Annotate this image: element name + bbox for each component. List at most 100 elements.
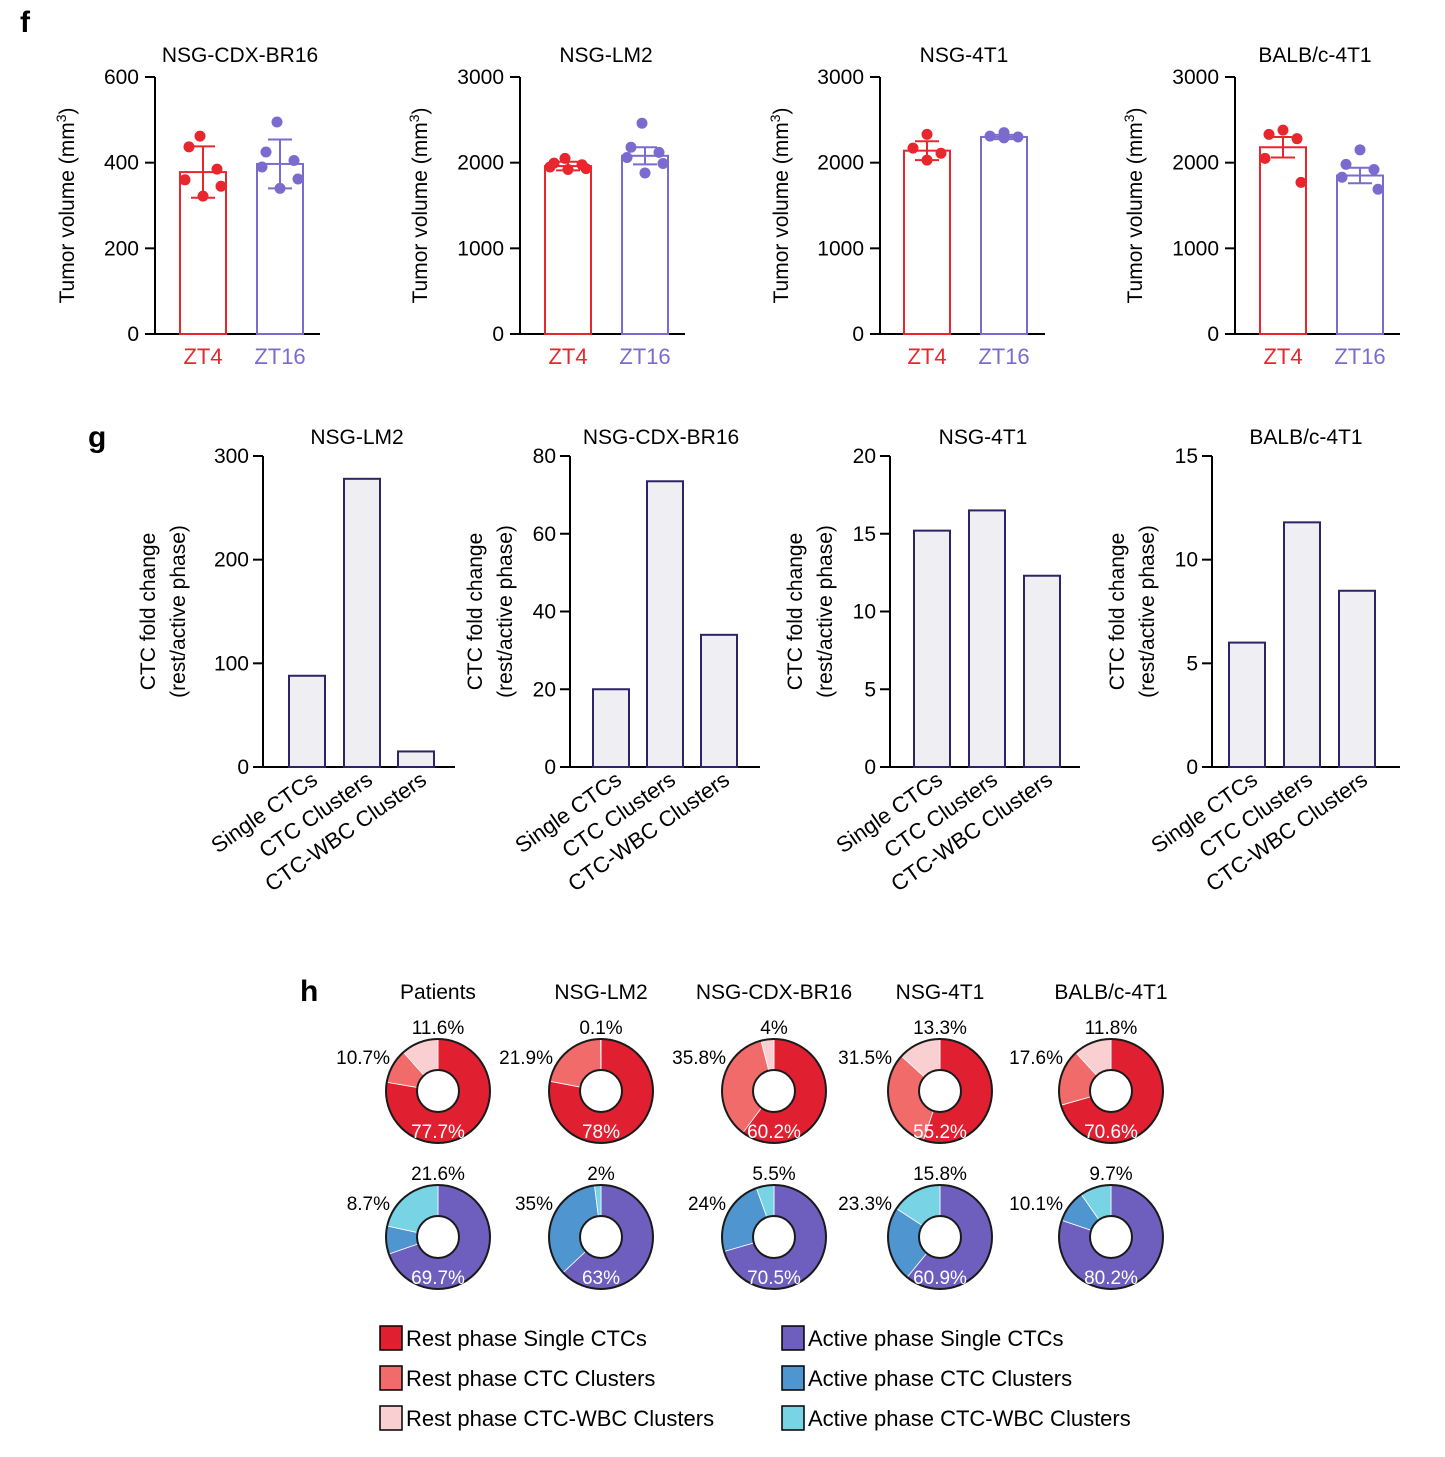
rest-phase-donut: 55.2% 31.5% 13.3%	[838, 1018, 993, 1144]
data-point	[215, 180, 227, 192]
ctc-clusters-percent: 17.6%	[1009, 1048, 1063, 1069]
rest-phase-donut: 78% 21.9% 0.1%	[499, 1018, 654, 1144]
single-ctcs-percent: 77.7%	[411, 1122, 465, 1143]
y-axis-label-line2: (rest/active phase)	[167, 525, 190, 698]
y-tick-label: 1000	[817, 237, 864, 260]
y-tick-label: 0	[1207, 323, 1219, 346]
bar-zt16	[980, 135, 1028, 335]
ctc-clusters-percent: 23.3%	[838, 1194, 892, 1215]
y-axis-label: Tumor volume (mm3)	[767, 107, 793, 303]
legend-swatch	[781, 1325, 805, 1351]
y-tick-label: 3000	[1172, 66, 1219, 89]
y-tick-label: 400	[104, 152, 139, 175]
x-tick-label-zt16: ZT16	[1334, 344, 1385, 369]
y-tick-label: 0	[852, 323, 864, 346]
y-tick-label: 300	[214, 445, 249, 468]
active-phase-donut: 60.9% 23.3% 15.8%	[838, 1164, 993, 1290]
data-point	[998, 132, 1010, 144]
single-ctcs-percent: 70.6%	[1084, 1122, 1138, 1143]
single-ctcs-percent: 69.7%	[411, 1268, 465, 1289]
data-point	[1291, 133, 1303, 145]
data-point	[183, 141, 195, 153]
donut-outline	[1058, 1038, 1164, 1144]
chart-title: BALB/c-4T1	[1258, 44, 1371, 67]
chart-title: NSG-CDX-BR16	[583, 426, 739, 449]
ctc-chart-3: NSG-4T1 CTC fold change (rest/active phase…	[784, 426, 1080, 896]
x-tick-label-zt4: ZT4	[1263, 344, 1302, 369]
y-tick-label: 0	[864, 756, 876, 779]
y-tick-label: 5	[1186, 652, 1198, 675]
panel-label-g: g	[88, 421, 106, 454]
donut-hole	[752, 1069, 796, 1113]
data-point	[1012, 131, 1024, 143]
data-point	[562, 164, 574, 176]
bar-zt16	[621, 154, 669, 335]
legend-label: Rest phase CTC-WBC Clusters	[406, 1406, 714, 1431]
legend-label: Rest phase CTC Clusters	[406, 1366, 655, 1391]
data-point	[921, 154, 933, 166]
group-title: Patients	[400, 981, 476, 1004]
y-axis-label-line2: (rest/active phase)	[494, 525, 517, 698]
y-axis-label: Tumor volume (mm3)	[1121, 107, 1147, 303]
donut-hole	[1089, 1215, 1133, 1259]
y-tick-label: 2000	[457, 152, 504, 175]
y-tick-label: 0	[237, 756, 249, 779]
y-tick-label: 10	[853, 601, 876, 624]
active-phase-donut: 70.5% 24% 5.5%	[688, 1164, 827, 1290]
legend-label: Rest phase Single CTCs	[406, 1326, 647, 1351]
bar-single-ctcs	[1228, 641, 1266, 768]
data-point	[179, 174, 191, 186]
active-phase-donut: 80.2% 10.1% 9.7%	[1009, 1164, 1164, 1290]
data-point	[292, 173, 304, 185]
x-tick-label-zt4: ZT4	[183, 344, 222, 369]
donut-outline	[385, 1038, 491, 1144]
data-point	[1368, 164, 1380, 176]
x-tick-label-zt16: ZT16	[619, 344, 670, 369]
ctc-clusters-percent: 10.7%	[336, 1048, 390, 1069]
bar-ctc-wbc-clusters	[1338, 589, 1376, 768]
bar-zt4	[903, 149, 951, 335]
y-axis-label-line1: CTC fold change	[784, 533, 807, 691]
group-title: NSG-CDX-BR16	[696, 981, 852, 1004]
ctc-wbc-clusters-percent: 13.3%	[913, 1018, 967, 1039]
ctc-clusters-percent: 21.9%	[499, 1048, 553, 1069]
donut-outline	[721, 1184, 827, 1290]
data-point	[256, 161, 268, 173]
legend-swatch	[379, 1365, 403, 1391]
data-point	[1263, 128, 1275, 140]
ctc-wbc-clusters-percent: 11.8%	[1085, 1018, 1138, 1039]
group-title: NSG-LM2	[554, 981, 647, 1004]
legend-item-4: Active phase Single CTCs	[781, 1325, 1064, 1351]
legend-swatch	[379, 1325, 403, 1351]
bar-single-ctcs	[913, 529, 951, 769]
data-point	[544, 161, 556, 173]
data-point	[194, 130, 206, 142]
y-axis-label: Tumor volume (mm3)	[406, 107, 432, 303]
legend-label: Active phase Single CTCs	[808, 1326, 1064, 1351]
tumor-chart-1: NSG-CDX-BR16 Tumor volume (mm3) 0 200 400 600…	[53, 44, 320, 369]
y-tick-label: 200	[104, 237, 139, 260]
donut-outline	[1058, 1184, 1164, 1290]
ctc-wbc-clusters-percent: 9.7%	[1089, 1164, 1132, 1185]
bar-ctc-wbc-clusters	[397, 750, 435, 769]
single-ctcs-percent: 55.2%	[913, 1122, 967, 1143]
single-ctcs-percent: 60.9%	[913, 1268, 967, 1289]
data-point	[274, 182, 286, 194]
donut-outline	[548, 1184, 654, 1290]
bar-zt4	[1259, 146, 1307, 335]
ctc-wbc-clusters-percent: 15.8%	[913, 1164, 967, 1185]
chart-title: NSG-4T1	[920, 44, 1009, 67]
ctc-wbc-clusters-percent: 5.5%	[752, 1164, 795, 1185]
ctc-chart-4: BALB/c-4T1 CTC fold change (rest/active ph…	[1106, 426, 1400, 896]
donut-group-3: NSG-CDX-BR16 60.2% 35.8% 4% 70.5% 24% 5.5%	[672, 981, 852, 1290]
ctc-clusters-percent: 24%	[688, 1194, 726, 1215]
data-point	[197, 190, 209, 202]
bar-ctc-wbc-clusters	[700, 633, 738, 769]
tumor-chart-4: BALB/c-4T1 Tumor volume (mm3) 0 1000 2000 300…	[1121, 44, 1400, 369]
y-tick-label: 20	[533, 678, 556, 701]
y-axis-label-line1: CTC fold change	[1106, 533, 1129, 691]
data-point	[580, 163, 592, 175]
y-tick-label: 15	[1175, 445, 1198, 468]
donut-outline	[385, 1184, 491, 1290]
bar-ctc-clusters	[646, 480, 684, 768]
